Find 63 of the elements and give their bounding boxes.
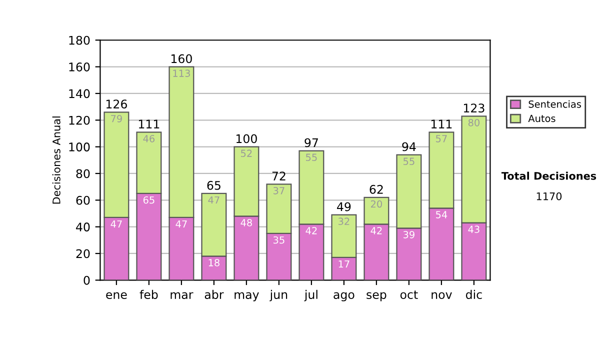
text: 1170 [536,192,562,200]
data-label: 20 [370,200,382,208]
y-tick-label: 40 [76,222,90,232]
x-tick-label: ago [334,292,354,302]
data-label: 79 [111,114,122,122]
x-tick-label: dic [466,290,482,300]
x-tick-label: sep [366,292,386,302]
y-tick-label: 60 [76,196,90,205]
total-label: 111 [138,120,160,128]
total-label: 49 [337,202,351,212]
data-label: 113 [173,70,190,77]
total-label: 123 [464,104,484,113]
y-axis-title: Decisiones Anual [52,116,60,204]
data-label: 55 [404,158,414,165]
total-label: 62 [370,184,383,194]
total-label: 97 [304,138,318,148]
legend-label: Sentencias [528,100,582,108]
data-label: 46 [143,134,155,142]
x-tick-label: jul [304,290,318,302]
total-label: 160 [171,54,192,64]
data-label: 17 [338,260,350,268]
data-label: 42 [306,226,317,234]
data-label: 39 [404,230,414,238]
y-tick-label: 20 [76,249,90,258]
legend-label: Autos [528,114,556,122]
total-label: 111 [431,120,452,128]
data-label: 37 [274,186,284,194]
data-label: 18 [208,258,220,266]
data-label: 57 [436,135,447,142]
y-tick-label: 180 [69,36,90,45]
data-label: 54 [436,211,448,218]
total-label: 72 [272,172,286,180]
x-tick-label: jun [270,290,288,302]
y-tick-label: 100 [69,142,90,152]
text: Total Decisiones [501,172,596,180]
x-tick-label: oct [400,290,418,300]
data-label: 47 [110,220,122,228]
x-tick-label: feb [140,290,158,300]
total-label: 65 [207,180,220,190]
x-tick-label: mar [170,292,194,300]
data-label: 32 [338,218,350,226]
x-tick-label: nov [432,292,452,300]
data-label: 48 [240,218,252,226]
data-label: 43 [468,226,480,234]
data-label: 47 [176,220,187,228]
data-label: 65 [143,196,154,204]
data-label: 35 [274,236,284,244]
data-label: 55 [306,154,317,161]
y-tick-label: 160 [69,62,90,72]
y-tick-label: 120 [69,116,90,125]
total-label: 94 [402,142,416,152]
y-tick-label: 140 [69,89,90,98]
x-tick-label: ene [106,292,127,300]
data-label: 80 [468,118,480,126]
data-label: 52 [241,150,252,157]
data-label: 47 [208,196,220,204]
total-label: 100 [236,134,257,144]
x-tick-label: abr [204,290,224,300]
data-label: 42 [370,226,382,234]
y-tick-label: 0 [84,276,90,285]
y-tick-label: 80 [76,169,90,178]
x-tick-label: may [234,292,259,302]
total-label: 126 [106,100,127,109]
